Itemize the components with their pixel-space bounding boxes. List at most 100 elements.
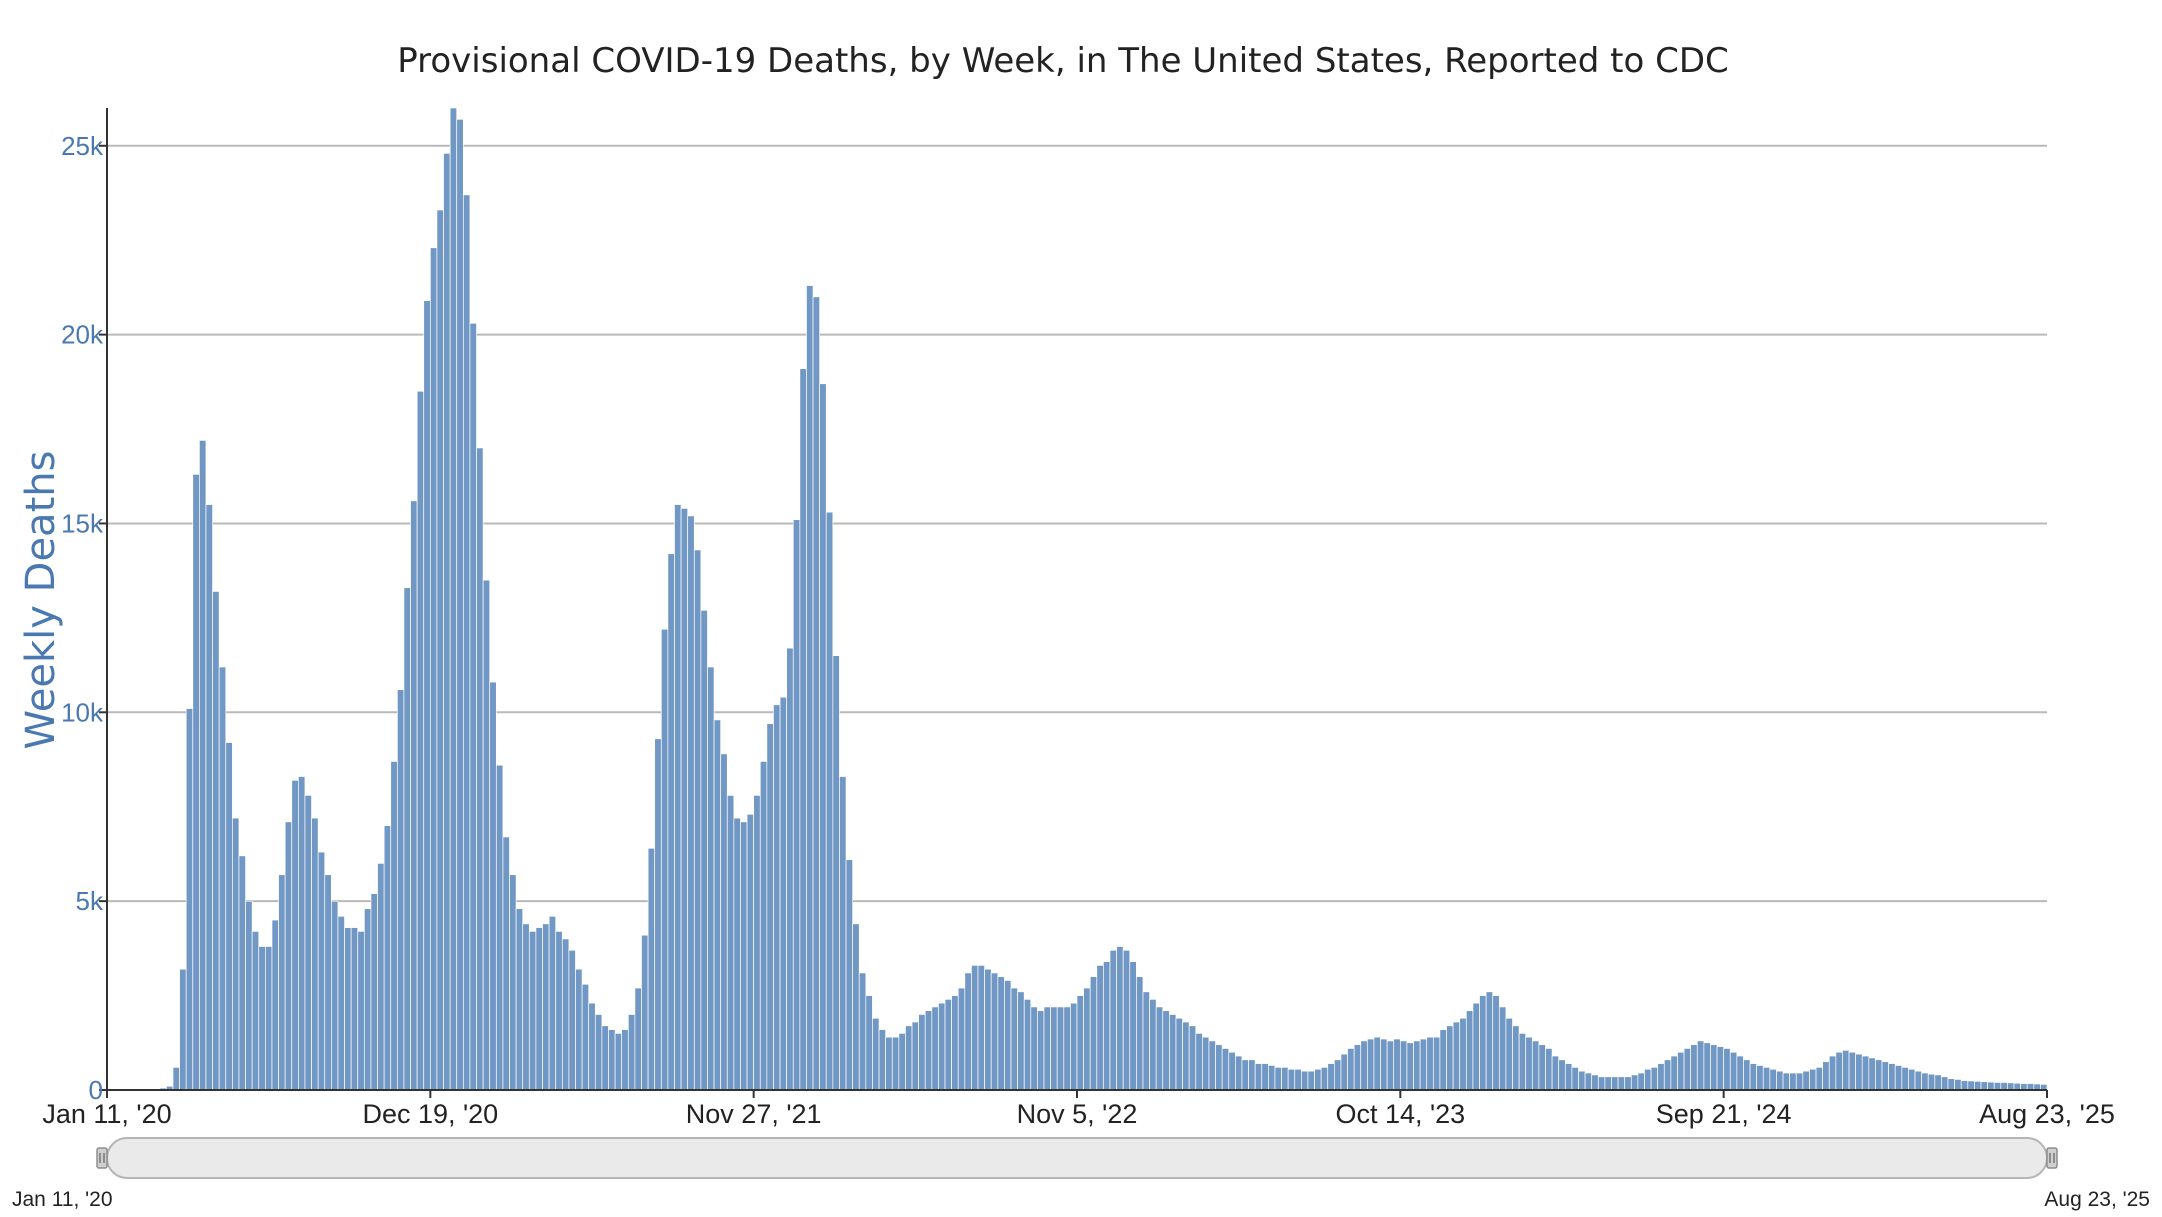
- bar[interactable]: [1155, 1006, 1164, 1091]
- bar[interactable]: [700, 609, 708, 1091]
- bar[interactable]: [964, 972, 972, 1091]
- bar[interactable]: [858, 972, 867, 1091]
- bar[interactable]: [1492, 995, 1500, 1091]
- bar[interactable]: [1373, 1036, 1381, 1091]
- bar[interactable]: [1142, 991, 1150, 1091]
- bar[interactable]: [284, 821, 293, 1091]
- bar[interactable]: [370, 893, 378, 1091]
- bar[interactable]: [1644, 1068, 1652, 1091]
- bar[interactable]: [641, 934, 649, 1091]
- bar[interactable]: [693, 549, 702, 1091]
- bar[interactable]: [713, 719, 722, 1091]
- bar[interactable]: [555, 931, 563, 1091]
- bar[interactable]: [568, 949, 576, 1091]
- bar[interactable]: [654, 738, 662, 1091]
- bar[interactable]: [1340, 1053, 1348, 1091]
- bar[interactable]: [1195, 1032, 1203, 1091]
- bar[interactable]: [1426, 1036, 1434, 1091]
- bar[interactable]: [839, 776, 847, 1091]
- bar[interactable]: [1815, 1066, 1824, 1091]
- bar[interactable]: [1921, 1072, 1929, 1091]
- bar[interactable]: [1446, 1025, 1454, 1091]
- bar[interactable]: [1063, 1006, 1071, 1091]
- bar[interactable]: [1875, 1059, 1883, 1091]
- bar[interactable]: [542, 923, 550, 1091]
- bar[interactable]: [258, 946, 266, 1091]
- bar[interactable]: [2007, 1082, 2015, 1091]
- bar[interactable]: [357, 931, 365, 1091]
- bar[interactable]: [1360, 1040, 1368, 1091]
- bar[interactable]: [1505, 1017, 1513, 1091]
- bar[interactable]: [1399, 1040, 1408, 1091]
- bar[interactable]: [627, 1014, 636, 1091]
- bar[interactable]: [1479, 995, 1487, 1091]
- bar[interactable]: [1538, 1044, 1546, 1091]
- bar[interactable]: [1314, 1068, 1322, 1091]
- bar[interactable]: [561, 938, 570, 1091]
- bar[interactable]: [1974, 1080, 1982, 1091]
- bar[interactable]: [1835, 1051, 1843, 1091]
- bar[interactable]: [1855, 1053, 1863, 1091]
- bar[interactable]: [251, 931, 260, 1091]
- bar[interactable]: [1459, 1017, 1467, 1091]
- bar[interactable]: [601, 1025, 609, 1091]
- bar[interactable]: [1789, 1072, 1797, 1091]
- bar[interactable]: [390, 761, 398, 1091]
- bar[interactable]: [1353, 1044, 1362, 1091]
- bar[interactable]: [832, 655, 840, 1091]
- bar[interactable]: [245, 900, 253, 1091]
- bar[interactable]: [1842, 1049, 1850, 1091]
- bar[interactable]: [1545, 1048, 1553, 1091]
- bar[interactable]: [1637, 1072, 1645, 1091]
- bar[interactable]: [2013, 1082, 2021, 1091]
- bar[interactable]: [759, 761, 768, 1091]
- bar[interactable]: [1010, 987, 1018, 1091]
- bar[interactable]: [1037, 1010, 1045, 1091]
- bar[interactable]: [1868, 1057, 1876, 1091]
- bar[interactable]: [1525, 1036, 1533, 1091]
- bar[interactable]: [1287, 1068, 1296, 1091]
- bar[interactable]: [1941, 1076, 1949, 1091]
- bar[interactable]: [1756, 1065, 1764, 1091]
- bar[interactable]: [1611, 1076, 1619, 1091]
- bar[interactable]: [311, 817, 319, 1091]
- bar[interactable]: [1723, 1048, 1731, 1091]
- bar[interactable]: [1888, 1063, 1896, 1091]
- bar[interactable]: [1281, 1066, 1289, 1091]
- bar[interactable]: [1103, 961, 1111, 1091]
- bar[interactable]: [740, 821, 748, 1091]
- bar[interactable]: [990, 972, 999, 1091]
- bar[interactable]: [1393, 1038, 1401, 1091]
- bar[interactable]: [1208, 1040, 1216, 1091]
- bar[interactable]: [707, 666, 715, 1091]
- bar[interactable]: [779, 696, 788, 1091]
- bar[interactable]: [1254, 1063, 1263, 1091]
- bar[interactable]: [1901, 1066, 1909, 1091]
- bar[interactable]: [944, 998, 952, 1091]
- bar[interactable]: [1564, 1063, 1573, 1091]
- bar[interactable]: [192, 474, 200, 1091]
- bar[interactable]: [1136, 976, 1144, 1091]
- bar[interactable]: [548, 915, 557, 1091]
- bar[interactable]: [403, 587, 411, 1091]
- bar[interactable]: [1591, 1074, 1599, 1091]
- bar[interactable]: [1743, 1059, 1751, 1091]
- bar[interactable]: [1030, 1006, 1038, 1091]
- bar[interactable]: [1927, 1073, 1936, 1091]
- bar[interactable]: [1987, 1081, 1995, 1091]
- bar[interactable]: [469, 322, 477, 1091]
- bar[interactable]: [1228, 1051, 1236, 1091]
- bar[interactable]: [331, 900, 339, 1091]
- bar[interactable]: [1261, 1063, 1269, 1091]
- bar[interactable]: [476, 447, 484, 1091]
- bar[interactable]: [1498, 1006, 1507, 1091]
- bar[interactable]: [1241, 1059, 1249, 1091]
- bar[interactable]: [812, 296, 820, 1091]
- bar[interactable]: [1584, 1072, 1593, 1091]
- bar[interactable]: [1386, 1040, 1395, 1091]
- bar[interactable]: [1169, 1014, 1177, 1091]
- bar[interactable]: [489, 681, 497, 1091]
- bar[interactable]: [1307, 1070, 1315, 1091]
- bar[interactable]: [298, 776, 306, 1091]
- bar[interactable]: [449, 107, 458, 1091]
